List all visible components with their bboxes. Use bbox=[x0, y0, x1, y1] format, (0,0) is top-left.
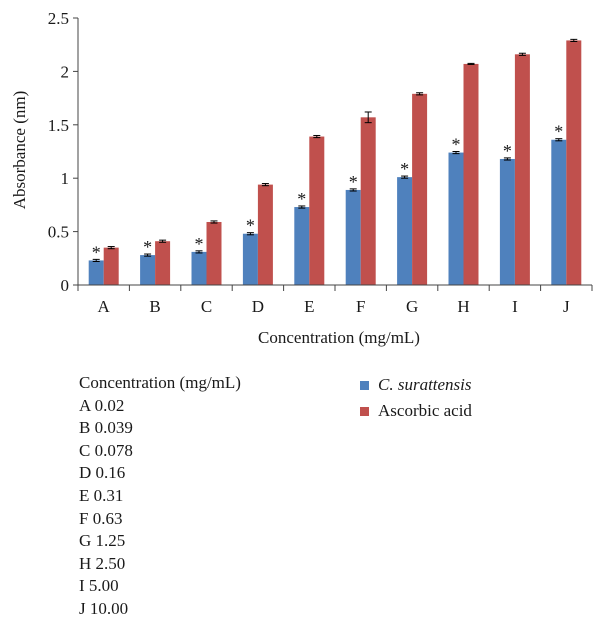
legend-label: Ascorbic acid bbox=[378, 401, 472, 420]
x-tick-label: I bbox=[512, 297, 518, 316]
bar bbox=[88, 260, 104, 285]
legend-item-ascorbic-acid: Ascorbic acid bbox=[360, 398, 472, 424]
significance-asterisk: * bbox=[349, 172, 358, 192]
bar bbox=[191, 251, 207, 285]
concentration-key-entry: G 1.25 bbox=[79, 531, 126, 551]
bar bbox=[448, 152, 464, 285]
bar bbox=[412, 93, 428, 285]
concentration-key: Concentration (mg/mL) A 0.02 B 0.039 C 0… bbox=[79, 372, 241, 621]
significance-asterisk: * bbox=[503, 141, 512, 161]
significance-asterisk: * bbox=[92, 242, 101, 262]
y-tick-label: 2.5 bbox=[48, 9, 69, 28]
legend-swatch bbox=[360, 380, 369, 390]
x-tick-label: F bbox=[356, 297, 365, 316]
bar bbox=[499, 158, 515, 285]
x-axis: A B C D E F G H I J bbox=[77, 284, 593, 316]
concentration-key-entry: J 10.00 bbox=[79, 598, 129, 618]
legend-swatch bbox=[360, 406, 369, 416]
concentration-key-entry: A 0.02 bbox=[79, 395, 125, 415]
concentration-key-entry: H 2.50 bbox=[79, 553, 126, 573]
concentration-key-entry: C 0.078 bbox=[79, 440, 133, 460]
significance-asterisk: * bbox=[452, 135, 461, 155]
x-tick-label: H bbox=[457, 297, 469, 316]
legend-item-c-surattensis: C. surattensis bbox=[360, 372, 472, 398]
bar bbox=[103, 247, 119, 285]
x-tick-label: E bbox=[304, 297, 314, 316]
y-tick-label: 1 bbox=[61, 169, 70, 188]
concentration-key-entry: E 0.31 bbox=[79, 485, 124, 505]
bar bbox=[242, 233, 258, 285]
x-tick-label: G bbox=[406, 297, 418, 316]
concentration-key-entry: B 0.039 bbox=[79, 418, 133, 438]
significance-asterisk: * bbox=[297, 189, 306, 209]
x-axis-label: Concentration (mg/mL) bbox=[258, 328, 420, 347]
significance-asterisk: * bbox=[195, 234, 204, 254]
y-tick-label: 0 bbox=[61, 276, 70, 295]
bar bbox=[397, 177, 413, 285]
y-tick-label: 2 bbox=[61, 62, 70, 81]
concentration-key-entry: I 5.00 bbox=[79, 576, 119, 596]
bar bbox=[360, 117, 376, 285]
y-axis: 0 0.5 1 1.5 2 2.5 bbox=[48, 9, 79, 295]
x-tick-label: J bbox=[563, 297, 570, 316]
x-tick-label: B bbox=[149, 297, 160, 316]
bar bbox=[309, 136, 325, 285]
y-axis-label: Absorbance (nm) bbox=[10, 91, 29, 210]
bar bbox=[345, 189, 361, 285]
bar bbox=[257, 184, 273, 285]
concentration-key-entry: F 0.63 bbox=[79, 508, 123, 528]
bar bbox=[551, 139, 567, 285]
x-tick-label: A bbox=[98, 297, 111, 316]
significance-asterisk: * bbox=[400, 159, 409, 179]
bar bbox=[514, 54, 530, 286]
y-tick-label: 0.5 bbox=[48, 223, 69, 242]
legend-label: C. surattensis bbox=[378, 375, 472, 394]
bar bbox=[566, 40, 582, 285]
bar bbox=[140, 255, 156, 285]
significance-asterisk: * bbox=[143, 237, 152, 257]
significance-asterisk: * bbox=[554, 122, 563, 142]
concentration-key-entry: D 0.16 bbox=[79, 463, 126, 483]
significance-asterisk: * bbox=[246, 216, 255, 236]
bar-series-group: * * * * * * * * * * bbox=[88, 38, 582, 286]
bar-chart: 0 0.5 1 1.5 2 2.5 * * * * * * * * * * A B C D E F G H I J Absor… bbox=[10, 9, 593, 347]
y-tick-label: 1.5 bbox=[48, 116, 69, 135]
bar bbox=[463, 63, 479, 286]
legend: C. surattensis Ascorbic acid bbox=[360, 372, 472, 424]
bar bbox=[294, 207, 310, 285]
x-tick-label: D bbox=[252, 297, 264, 316]
x-tick-label: C bbox=[201, 297, 212, 316]
bar bbox=[155, 241, 171, 285]
concentration-key-title: Concentration (mg/mL) bbox=[79, 373, 241, 392]
bar bbox=[206, 221, 222, 285]
